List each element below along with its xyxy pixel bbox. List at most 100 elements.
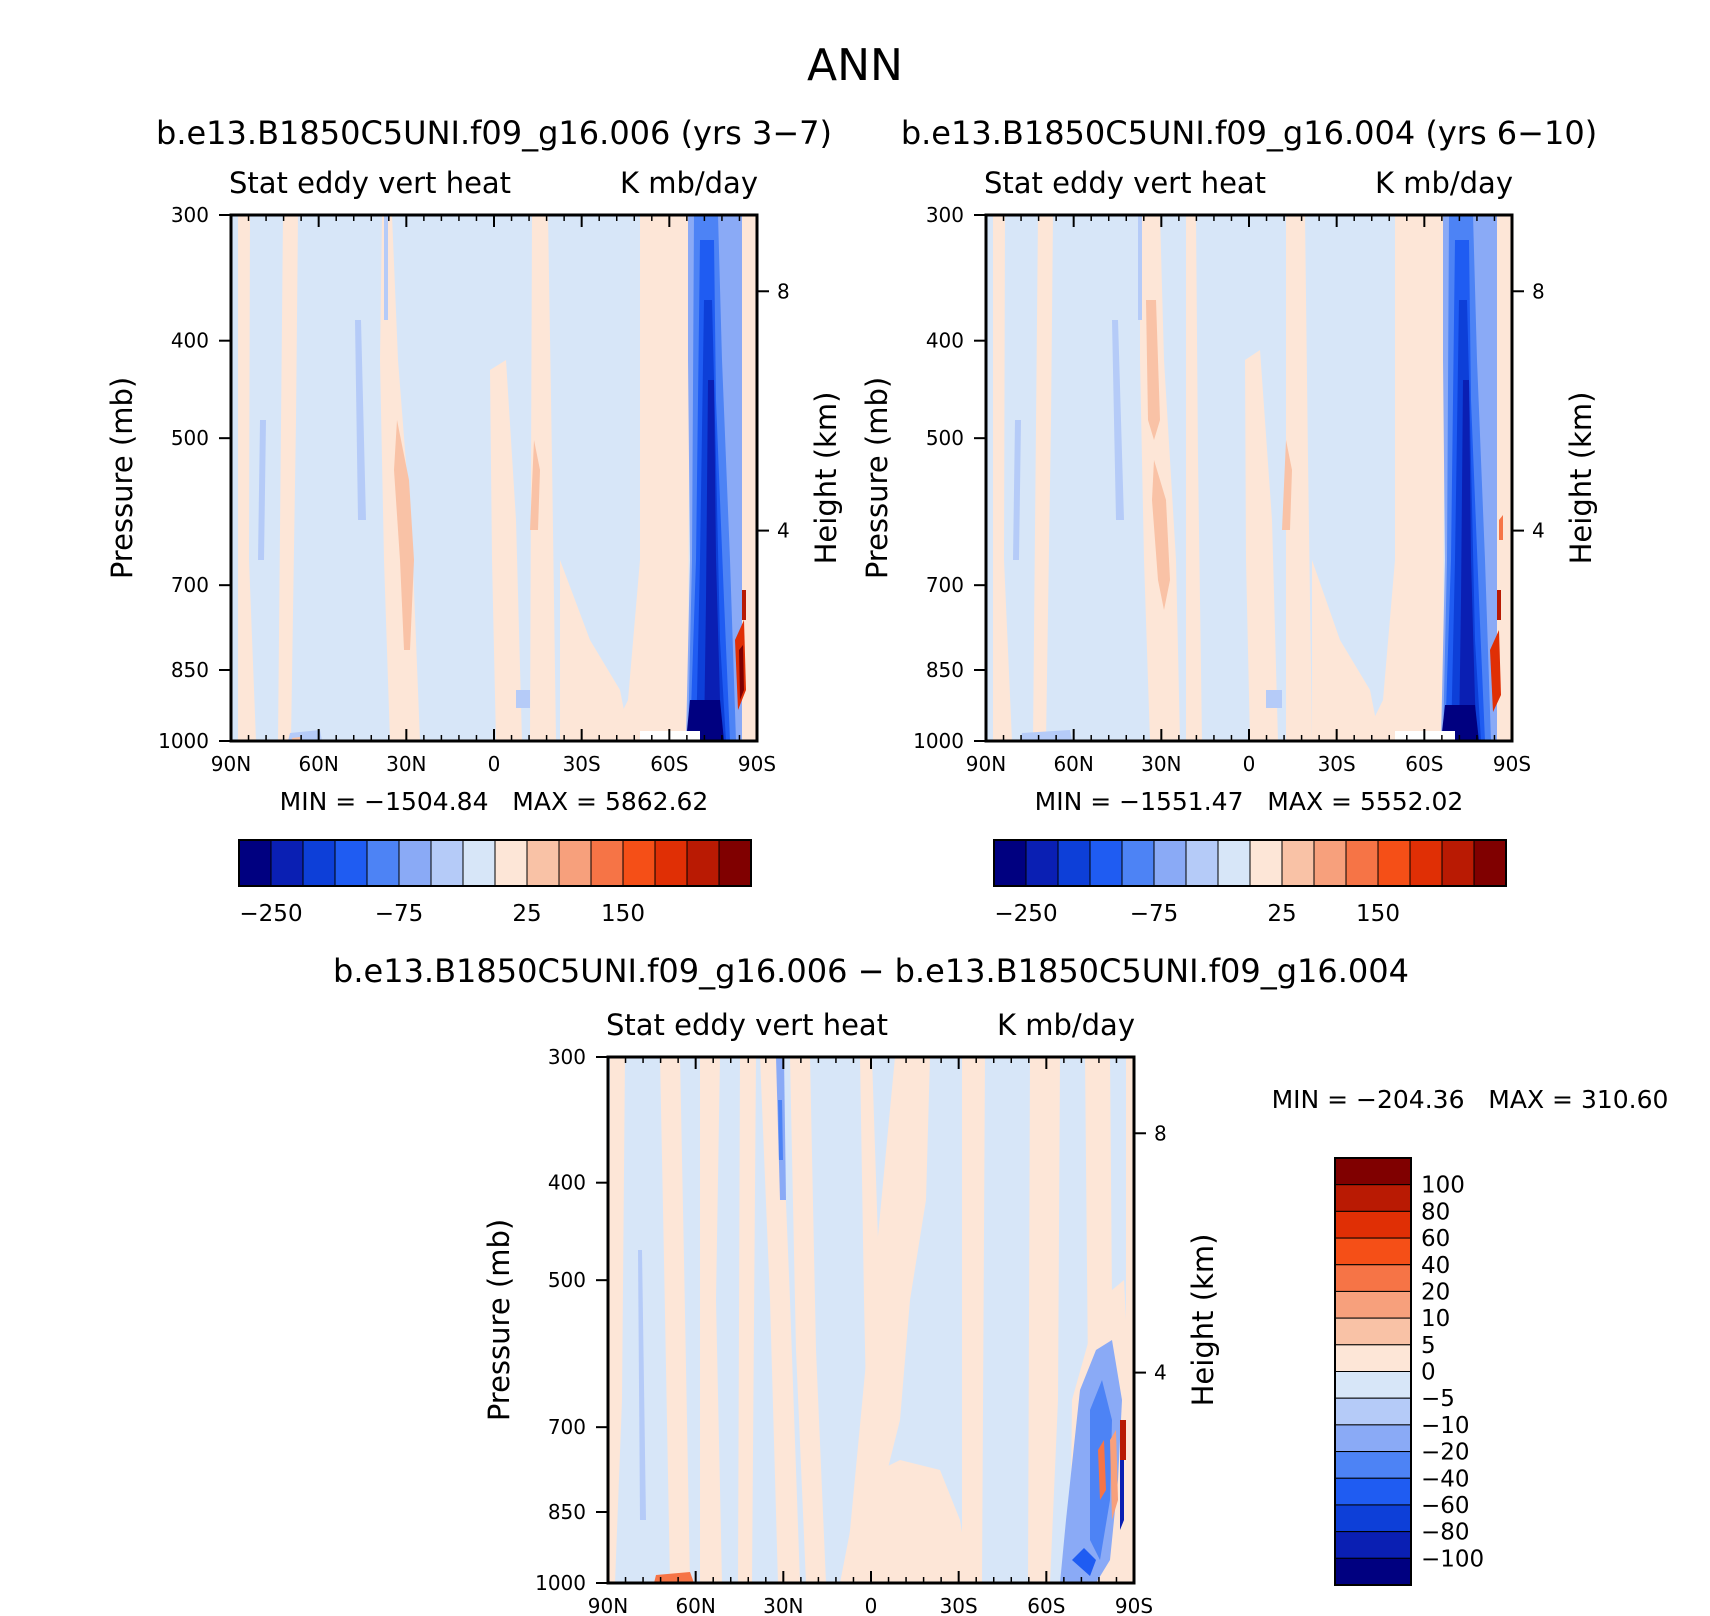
colorbar-swatch bbox=[334, 839, 368, 887]
colorbar-label: 150 bbox=[601, 901, 645, 927]
colorbar-swatch bbox=[1057, 839, 1091, 887]
colorbar-label: −75 bbox=[375, 901, 424, 927]
y-axis-label: Pressure (mb) bbox=[482, 1219, 516, 1421]
x-tick-label: 90S bbox=[738, 752, 776, 776]
colorbar-swatch bbox=[238, 839, 272, 887]
colorbar-swatch bbox=[1281, 839, 1315, 887]
colorbar-swatch bbox=[1334, 1477, 1412, 1506]
colorbar-label: −250 bbox=[239, 901, 302, 927]
colorbar-label: 150 bbox=[1356, 901, 1400, 927]
colorbar-swatch bbox=[430, 839, 464, 887]
axis-ticks: 90N 60N 30N 0 30S 60S 90S 300 400 500 700 850 1000 8 4 bbox=[913, 203, 1545, 776]
y-tick-label: 700 bbox=[926, 573, 964, 597]
colorbar-swatch bbox=[1153, 839, 1187, 887]
colorbar-label: −250 bbox=[994, 901, 1057, 927]
colorbar-label: −100 bbox=[1421, 1546, 1484, 1572]
colorbar-swatch bbox=[366, 839, 400, 887]
axis-ticks: 90N 60N 30N 0 30S 60S 90S 300 400 500 700 850 1000 8 4 bbox=[158, 203, 790, 776]
colorbar-swatch bbox=[1121, 839, 1155, 887]
colorbar-swatch bbox=[718, 839, 752, 887]
x-tick-label: 30N bbox=[386, 752, 426, 776]
min-max-label: MIN = −204.36 MAX = 310.60 bbox=[1272, 1085, 1669, 1114]
x-tick-label: 0 bbox=[865, 1594, 878, 1616]
colorbar-frame bbox=[1334, 1157, 1412, 1586]
x-tick-label: 90N bbox=[966, 752, 1006, 776]
y-axis-label: Pressure (mb) bbox=[860, 377, 894, 579]
colorbar-label: 25 bbox=[512, 901, 541, 927]
colorbar-label: −80 bbox=[1421, 1520, 1470, 1546]
x-tick-label: 90N bbox=[211, 752, 251, 776]
x-tick-label: 30N bbox=[1141, 752, 1181, 776]
colorbar-swatch bbox=[1185, 839, 1219, 887]
colorbar-label: 0 bbox=[1421, 1360, 1436, 1386]
figure-title: ANN bbox=[807, 40, 903, 91]
axis-ticks: 90N 60N 30N 0 30S 60S 90S 300 400 500 700 850 1000 8 4 bbox=[535, 1045, 1167, 1616]
x-tick-label: 60S bbox=[650, 752, 688, 776]
colorbar-label: −75 bbox=[1130, 901, 1179, 927]
colorbar-label: −60 bbox=[1421, 1493, 1470, 1519]
y-tick-label: 300 bbox=[171, 203, 209, 227]
y2-tick-label: 4 bbox=[1532, 519, 1545, 543]
colorbar-swatch bbox=[993, 839, 1027, 887]
colorbar-label: 60 bbox=[1421, 1226, 1450, 1252]
colorbar: −250 −75 25 150 bbox=[238, 839, 752, 927]
x-tick-label: 90N bbox=[588, 1594, 628, 1616]
colorbar-swatch bbox=[1473, 839, 1507, 887]
colorbar-label: 10 bbox=[1421, 1306, 1450, 1332]
panel-subtitle-units: K mb/day bbox=[620, 166, 758, 200]
contour-field bbox=[231, 215, 757, 741]
colorbar-swatch bbox=[494, 839, 528, 887]
x-tick-label: 60N bbox=[298, 752, 338, 776]
colorbar-swatch bbox=[1334, 1424, 1412, 1453]
colorbar-swatch bbox=[1334, 1184, 1412, 1212]
colorbar-swatch bbox=[1334, 1371, 1412, 1399]
panel-top-left: b.e13.B1850C5UNI.f09_g16.006 (yrs 3−7) S… bbox=[105, 114, 843, 927]
panel-subtitle-units: K mb/day bbox=[997, 1008, 1135, 1042]
y2-tick-label: 8 bbox=[1532, 279, 1545, 303]
y-tick-label: 850 bbox=[171, 658, 209, 682]
x-tick-label: 0 bbox=[1243, 752, 1256, 776]
y-tick-label: 400 bbox=[926, 329, 964, 353]
colorbar-swatch bbox=[558, 839, 592, 887]
panel-title: b.e13.B1850C5UNI.f09_g16.006 − b.e13.B18… bbox=[333, 952, 1409, 990]
y-tick-label: 300 bbox=[926, 203, 964, 227]
colorbar-label: 80 bbox=[1421, 1199, 1450, 1225]
colorbar-swatch bbox=[1334, 1157, 1412, 1186]
colorbar-swatch bbox=[622, 839, 656, 887]
y-tick-label: 700 bbox=[548, 1415, 586, 1439]
colorbar-swatch bbox=[1217, 839, 1251, 887]
panel-title: b.e13.B1850C5UNI.f09_g16.004 (yrs 6−10) bbox=[901, 114, 1597, 152]
colorbar-swatch bbox=[462, 839, 496, 887]
colorbar-swatch bbox=[1334, 1531, 1412, 1559]
colorbar-frame bbox=[238, 839, 752, 887]
x-tick-label: 90S bbox=[1115, 1594, 1153, 1616]
y-tick-label: 400 bbox=[171, 329, 209, 353]
y-tick-label: 1000 bbox=[158, 729, 209, 753]
colorbar-swatch bbox=[1334, 1397, 1412, 1426]
y-tick-label: 400 bbox=[548, 1171, 586, 1195]
x-tick-label: 0 bbox=[488, 752, 501, 776]
colorbar-label: −40 bbox=[1421, 1466, 1470, 1492]
panel-title: b.e13.B1850C5UNI.f09_g16.006 (yrs 3−7) bbox=[156, 114, 832, 152]
x-tick-label: 60N bbox=[1053, 752, 1093, 776]
colorbar-swatch bbox=[1334, 1237, 1412, 1266]
colorbar-swatch bbox=[1025, 839, 1059, 887]
colorbar-swatch bbox=[590, 839, 624, 887]
x-tick-label: 30S bbox=[1318, 752, 1356, 776]
colorbar-swatch bbox=[270, 839, 304, 887]
panel-subtitle-variable: Stat eddy vert heat bbox=[984, 166, 1266, 200]
y-axis-label: Pressure (mb) bbox=[105, 377, 139, 579]
y-tick-label: 700 bbox=[171, 573, 209, 597]
y-tick-label: 300 bbox=[548, 1045, 586, 1069]
colorbar: −250 −75 25 150 bbox=[993, 839, 1507, 927]
x-tick-label: 60N bbox=[675, 1594, 715, 1616]
y2-axis-label: Height (km) bbox=[1564, 392, 1598, 565]
y-tick-label: 850 bbox=[926, 658, 964, 682]
colorbar-label: 100 bbox=[1421, 1173, 1465, 1199]
colorbar-swatch bbox=[1345, 839, 1379, 887]
y-tick-label: 850 bbox=[548, 1500, 586, 1524]
y2-tick-label: 8 bbox=[1154, 1121, 1167, 1145]
y-tick-label: 500 bbox=[171, 426, 209, 450]
